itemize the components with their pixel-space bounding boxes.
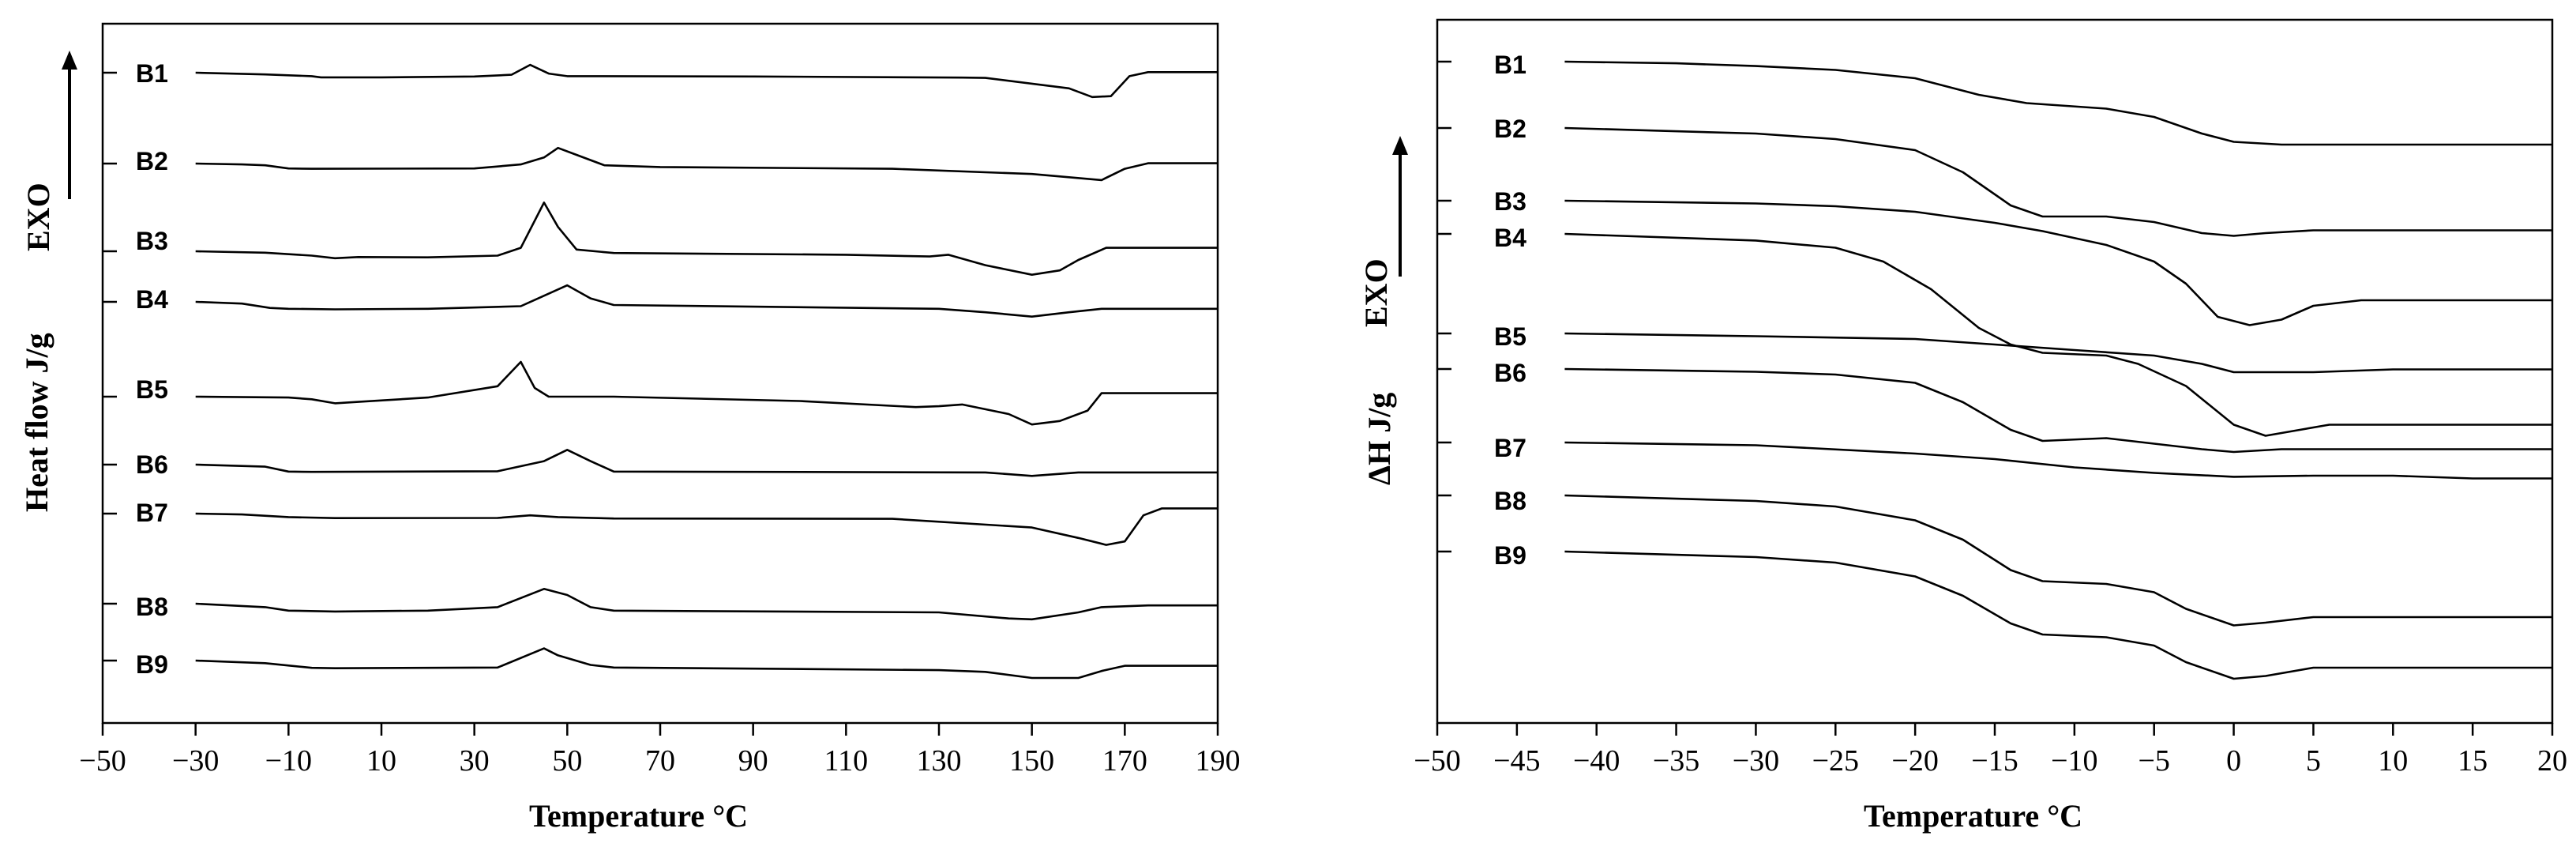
chart-left: −50 −30 −10 10 30 50 70 90 110 130 150 170 190 B1B2B… bbox=[19, 22, 1241, 834]
series-label-b3: B3 bbox=[1494, 187, 1526, 216]
x-tick-label: 70 bbox=[645, 744, 675, 778]
series-line-b4 bbox=[195, 284, 1218, 318]
exo-label-left: EXO bbox=[21, 183, 56, 251]
series-line-b9 bbox=[195, 647, 1218, 680]
x-tick-label: 0 bbox=[2226, 744, 2241, 778]
series-label-b8: B8 bbox=[1494, 487, 1526, 515]
series-label-b4: B4 bbox=[1494, 224, 1526, 252]
series-line-b4 bbox=[1564, 232, 2552, 437]
x-tick-label: 20 bbox=[2537, 744, 2567, 778]
series-line-b6 bbox=[1564, 367, 2552, 454]
x-tick-label: 90 bbox=[738, 744, 768, 778]
series-labels-right: B1 B2 B3 B4 B5 B6 B7 B8 B9 bbox=[1437, 51, 1526, 570]
series-line-b1 bbox=[1564, 60, 2552, 146]
x-tick-label: −20 bbox=[1891, 744, 1938, 778]
exo-arrowhead-right bbox=[1392, 136, 1408, 155]
x-tick-label: 110 bbox=[824, 744, 869, 778]
series-label-b1: B1 bbox=[1494, 51, 1526, 79]
x-tick-label: 30 bbox=[460, 744, 490, 778]
x-tick-label: 170 bbox=[1102, 744, 1147, 778]
series-curves-right bbox=[1564, 60, 2552, 680]
series-label-b5: B5 bbox=[1494, 322, 1526, 351]
x-tick-label: 150 bbox=[1009, 744, 1054, 778]
x-axis-title-left: Temperature °C bbox=[529, 798, 748, 834]
plot-frame-left bbox=[101, 22, 1219, 725]
y-axis-title-right: ΔH J/g bbox=[1361, 393, 1397, 485]
series-label-b7: B7 bbox=[1494, 434, 1526, 462]
series-label-b2: B2 bbox=[136, 147, 168, 175]
series-label-b9: B9 bbox=[1494, 541, 1526, 570]
x-tick-label: 10 bbox=[366, 744, 396, 778]
x-tick-label: −45 bbox=[1493, 744, 1540, 778]
series-line-b7 bbox=[195, 507, 1218, 546]
x-tick-label: 190 bbox=[1196, 744, 1241, 778]
series-line-b2 bbox=[195, 146, 1218, 182]
series-line-b2 bbox=[1564, 126, 2552, 237]
exo-arrowhead-left bbox=[62, 51, 77, 70]
x-tick-label: 15 bbox=[2458, 744, 2488, 778]
x-tick-label: −10 bbox=[265, 744, 312, 778]
series-line-b3 bbox=[1564, 199, 2552, 326]
x-tick-label: −30 bbox=[172, 744, 219, 778]
series-line-b8 bbox=[1564, 494, 2552, 627]
x-axis-title-right: Temperature °C bbox=[1864, 798, 2082, 834]
series-label-b6: B6 bbox=[136, 450, 168, 479]
x-tick-label: −50 bbox=[1414, 744, 1460, 778]
series-line-b6 bbox=[195, 449, 1218, 477]
x-tick-label: −25 bbox=[1812, 744, 1859, 778]
series-label-b9: B9 bbox=[136, 650, 168, 679]
series-curves-left bbox=[195, 63, 1218, 680]
x-tick-label: −50 bbox=[79, 744, 126, 778]
series-line-b9 bbox=[1564, 550, 2552, 680]
series-label-b7: B7 bbox=[136, 499, 168, 527]
y-axis-title-left: Heat flow J/g bbox=[19, 333, 54, 512]
x-tick-label: 10 bbox=[2378, 744, 2408, 778]
series-line-b5 bbox=[195, 360, 1218, 426]
series-labels-left: B1 B2 B3 B4 B5 B6 B7 B8 B9 bbox=[103, 59, 168, 679]
series-label-b4: B4 bbox=[136, 285, 168, 314]
x-tick-label: −30 bbox=[1733, 744, 1779, 778]
x-axis-ticks-left: −50 −30 −10 10 30 50 70 90 110 130 150 170 190 bbox=[79, 723, 1241, 778]
x-tick-label: −5 bbox=[2138, 744, 2169, 778]
series-line-b8 bbox=[195, 588, 1218, 621]
series-label-b6: B6 bbox=[1494, 359, 1526, 387]
exo-label-right: EXO bbox=[1358, 258, 1394, 327]
series-line-b7 bbox=[1564, 441, 2552, 480]
x-tick-label: −15 bbox=[1971, 744, 2018, 778]
x-tick-label: 130 bbox=[917, 744, 962, 778]
x-tick-label: 5 bbox=[2306, 744, 2321, 778]
series-label-b5: B5 bbox=[136, 375, 168, 404]
series-label-b3: B3 bbox=[136, 227, 168, 255]
chart-right: −50 −45 −40 −35 −30 −25 −20 −15 −10 −5 0 5 10 15 20 B1… bbox=[1358, 18, 2567, 834]
series-line-b3 bbox=[195, 201, 1218, 276]
x-tick-label: −35 bbox=[1653, 744, 1699, 778]
x-tick-label: −10 bbox=[2051, 744, 2097, 778]
x-tick-label: 50 bbox=[552, 744, 582, 778]
series-line-b5 bbox=[1564, 332, 2552, 374]
x-tick-label: −40 bbox=[1573, 744, 1620, 778]
x-axis-ticks-right: −50 −45 −40 −35 −30 −25 −20 −15 −10 −5 0 5 10 15 20 bbox=[1414, 723, 2567, 778]
series-label-b2: B2 bbox=[1494, 115, 1526, 143]
series-line-b1 bbox=[195, 63, 1218, 99]
series-label-b1: B1 bbox=[136, 59, 168, 88]
series-label-b8: B8 bbox=[136, 593, 168, 621]
